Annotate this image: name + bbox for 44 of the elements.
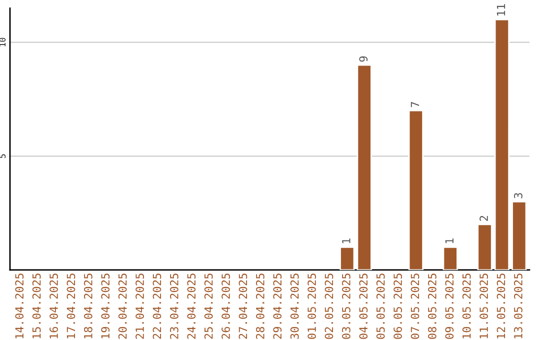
x-tick-label: 28.04.2025 xyxy=(256,274,264,339)
bar xyxy=(408,110,424,270)
x-tick-label: 03.05.2025 xyxy=(342,274,350,339)
x-tick-label: 11.05.2025 xyxy=(480,274,488,338)
x-tick-label: 20.04.2025 xyxy=(118,274,127,339)
x-tick-label: 15.04.2025 xyxy=(32,274,41,338)
x-tick-label: 27.04.2025 xyxy=(238,274,248,339)
x-tick-label: 04.05.2025 xyxy=(359,274,368,339)
data-label: 1 xyxy=(342,238,350,244)
bar xyxy=(512,200,527,270)
data-label: 11 xyxy=(496,4,506,16)
x-tick-label: 12.05.2025 xyxy=(496,274,506,338)
x-tick-label: 23.04.2025 xyxy=(170,274,178,339)
data-label: 2 xyxy=(480,216,488,221)
x-tick-label: 22.04.2025 xyxy=(152,274,162,339)
x-tick-label: 17.04.2025 xyxy=(66,274,76,338)
x-tick-label: 14.04.2025 xyxy=(15,274,24,338)
x-tick-label: 21.04.2025 xyxy=(136,274,144,339)
x-tick-label: 29.04.2025 xyxy=(273,274,282,339)
x-tick-label: 30.04.2025 xyxy=(290,274,299,339)
bar xyxy=(356,64,372,270)
bar xyxy=(477,224,492,270)
x-tick-label: 05.05.2025 xyxy=(376,274,385,339)
x-tick-label: 02.05.2025 xyxy=(324,274,334,339)
x-tick-label: 26.04.2025 xyxy=(222,274,230,339)
x-tick-label: 16.04.2025 xyxy=(50,274,58,338)
data-label: 7 xyxy=(410,102,420,108)
x-tick-label: 06.05.2025 xyxy=(394,274,402,339)
bar xyxy=(340,246,355,270)
x-tick-label: 13.05.2025 xyxy=(514,274,522,338)
x-tick-label: 19.04.2025 xyxy=(101,274,110,338)
bar xyxy=(494,18,510,270)
data-label: 3 xyxy=(514,193,522,198)
x-tick-label: 10.05.2025 xyxy=(462,274,471,338)
x-tick-label: 08.05.2025 xyxy=(428,274,436,339)
x-tick-label: 09.05.2025 xyxy=(445,274,454,339)
bar xyxy=(442,246,458,270)
x-tick-label: 24.04.2025 xyxy=(187,274,196,339)
x-tick-label: 25.04.2025 xyxy=(204,274,213,339)
data-label: 9 xyxy=(359,56,368,62)
x-tick-label: 18.04.2025 xyxy=(84,274,92,338)
x-tick-label: 01.05.2025 xyxy=(308,274,316,339)
data-label: 1 xyxy=(445,238,454,244)
x-tick-label: 07.05.2025 xyxy=(410,274,420,339)
